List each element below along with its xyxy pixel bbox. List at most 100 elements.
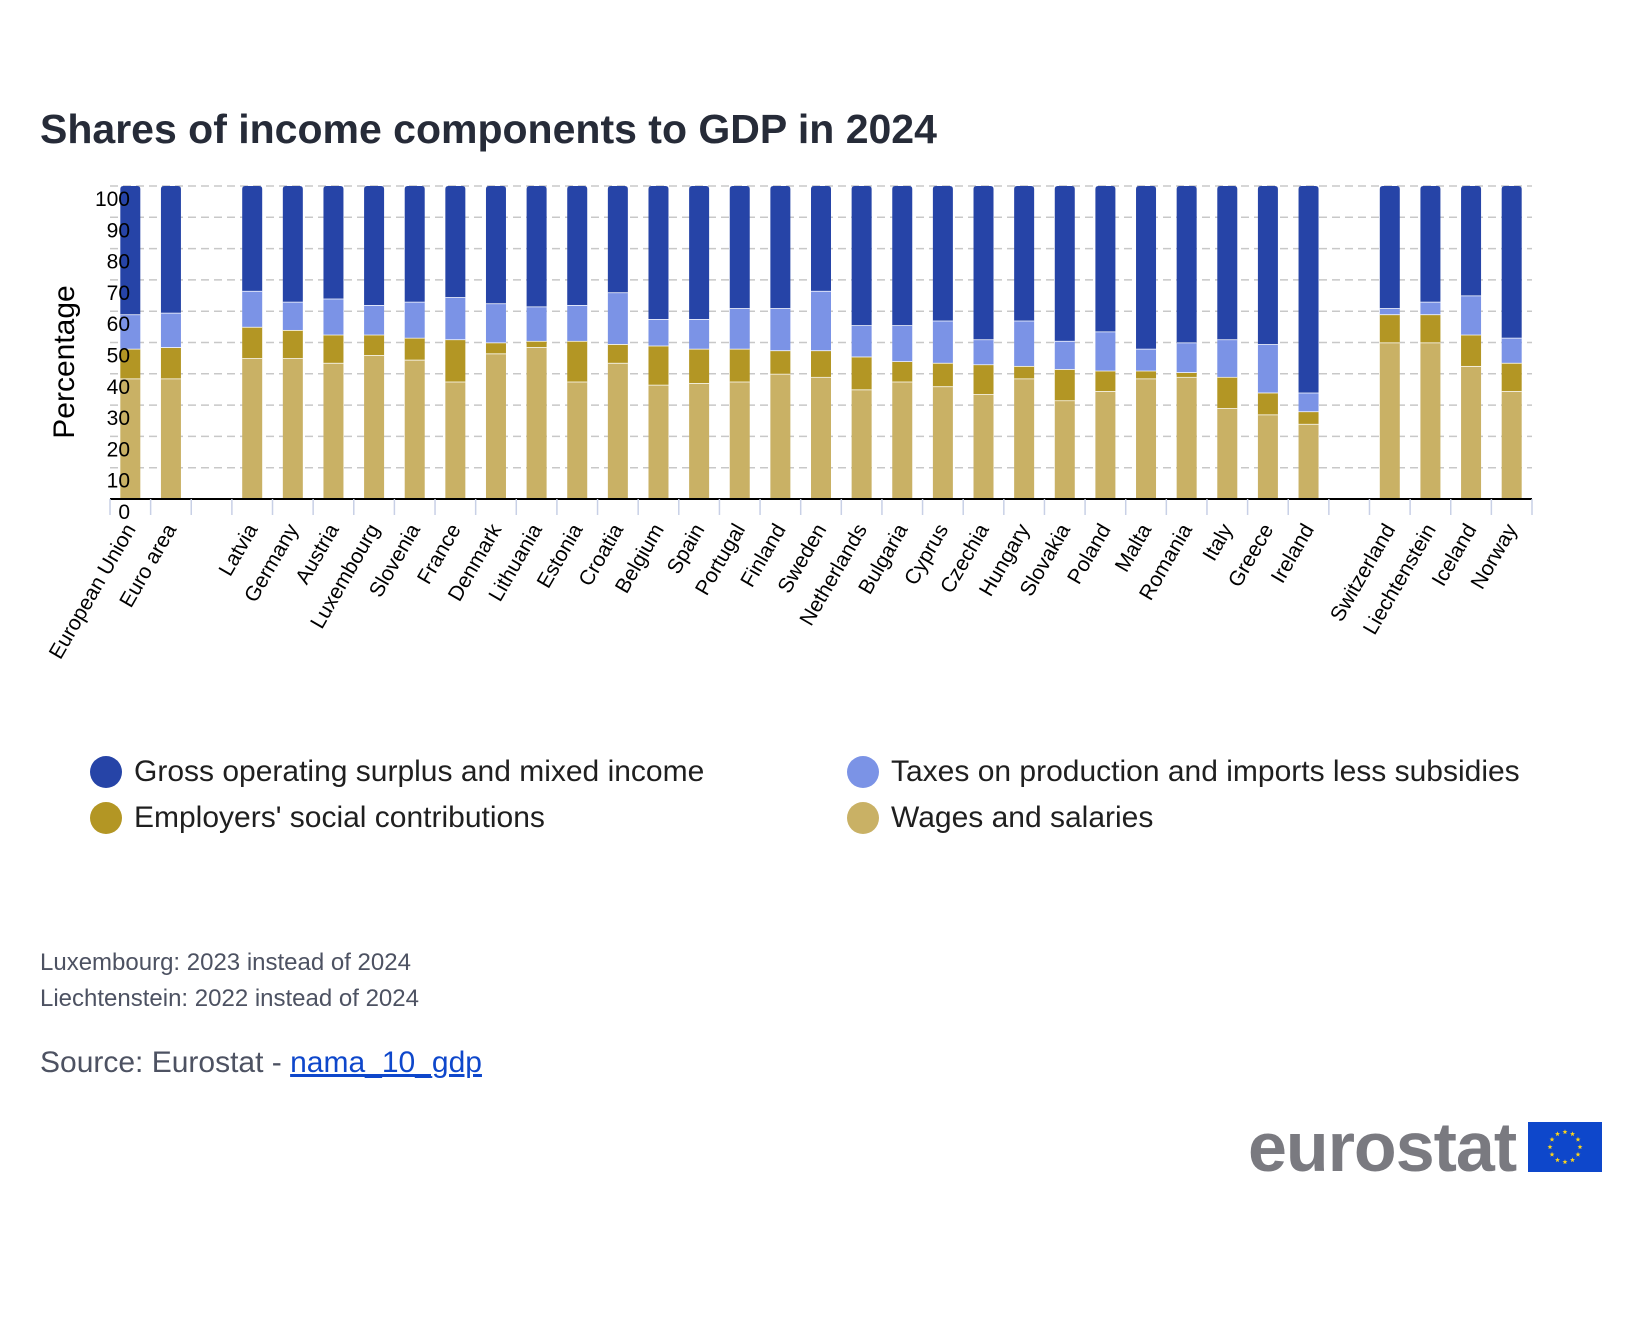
bar-segment bbox=[364, 186, 385, 305]
bar-segment bbox=[1136, 186, 1157, 349]
bar-stack bbox=[729, 186, 750, 499]
bar-segment bbox=[811, 290, 831, 351]
legend: Gross operating surplus and mixed income… bbox=[90, 755, 1590, 855]
bar-segment bbox=[567, 340, 588, 382]
bar-segment bbox=[648, 345, 669, 385]
bar-segment bbox=[648, 319, 669, 346]
bar-segment bbox=[485, 303, 506, 343]
bar-segment bbox=[323, 362, 344, 499]
flag-star bbox=[1549, 1136, 1555, 1142]
bar-segment bbox=[526, 347, 547, 499]
flag-star bbox=[1547, 1144, 1553, 1150]
legend-label: Employers' social contributions bbox=[134, 801, 545, 834]
bar-stack bbox=[526, 186, 547, 499]
bar-segment bbox=[1136, 378, 1157, 499]
bar-segment bbox=[282, 329, 303, 359]
bar-segment bbox=[973, 394, 994, 499]
bar-segment bbox=[242, 186, 263, 291]
bar-stack bbox=[1501, 186, 1522, 499]
bar-segment bbox=[1054, 369, 1075, 401]
bar-segment bbox=[973, 339, 994, 365]
bar-segment bbox=[932, 320, 953, 363]
flag-star bbox=[1562, 1159, 1568, 1165]
y-tick-label: 100 bbox=[95, 188, 130, 211]
bar-segment bbox=[242, 326, 263, 359]
flag-star bbox=[1555, 1131, 1561, 1137]
bar-stack bbox=[567, 186, 588, 499]
bar-stack bbox=[445, 186, 466, 499]
bar-stack bbox=[607, 186, 628, 499]
bar-segment bbox=[1217, 339, 1238, 377]
bar-segment bbox=[1379, 342, 1400, 499]
source-dataset-link[interactable]: nama_10_gdp bbox=[290, 1046, 482, 1079]
bar-segment bbox=[1501, 337, 1522, 363]
bar-segment bbox=[770, 350, 791, 374]
bar-segment bbox=[729, 186, 750, 309]
bar-segment bbox=[1501, 186, 1522, 338]
bar-stack bbox=[1217, 186, 1238, 499]
bar-segment bbox=[892, 186, 913, 326]
bar-segment bbox=[1176, 186, 1197, 343]
bar-segment bbox=[1136, 370, 1157, 379]
bar-segment bbox=[892, 381, 913, 499]
source-prefix: Source: Eurostat - bbox=[40, 1046, 291, 1079]
bar-segment bbox=[1298, 423, 1319, 499]
flag-star bbox=[1555, 1157, 1561, 1163]
bar-segment bbox=[1095, 186, 1116, 332]
bar-segment bbox=[689, 319, 710, 349]
bar-segment bbox=[485, 186, 506, 304]
bar-segment bbox=[364, 334, 385, 356]
bar-stack bbox=[1176, 186, 1197, 499]
bar-segment bbox=[567, 186, 588, 305]
bar-segment bbox=[648, 384, 669, 499]
stacked-bar-chart: 0 10 20 30 40 50 60 70 80 90 100 European UnionEur… bbox=[45, 185, 1533, 663]
bar-segment bbox=[1014, 365, 1035, 379]
bar-segment bbox=[1461, 365, 1482, 499]
bar-segment bbox=[811, 186, 831, 291]
y-tick-label: 10 bbox=[107, 470, 130, 493]
bar-segment bbox=[607, 292, 628, 345]
bar-segment bbox=[851, 186, 872, 326]
bar-segment bbox=[526, 186, 547, 307]
bar-segment bbox=[1136, 348, 1157, 371]
bar-segment bbox=[1461, 295, 1482, 335]
bar-segment bbox=[1420, 301, 1441, 315]
bar-segment bbox=[282, 301, 303, 330]
bar-segment bbox=[1420, 314, 1441, 343]
legend-item-employers-social-contributions[interactable]: Employers' social contributions bbox=[90, 801, 545, 835]
bar-stack bbox=[851, 186, 872, 499]
bar-segment bbox=[1176, 376, 1197, 499]
bar-segment bbox=[1054, 186, 1075, 341]
bar-segment bbox=[120, 348, 141, 379]
bar-segment bbox=[770, 308, 791, 351]
bar-segment bbox=[1217, 376, 1238, 409]
y-tick-label: 20 bbox=[107, 438, 130, 461]
bar-segment bbox=[445, 381, 466, 499]
bar-segment bbox=[1461, 186, 1482, 296]
bar-segment bbox=[1501, 362, 1522, 392]
bar-segment bbox=[1095, 331, 1116, 371]
bar-segment bbox=[1379, 308, 1400, 315]
y-axis: 0 10 20 30 40 50 60 70 80 90 100 bbox=[95, 188, 130, 524]
legend-swatch-employers-social-contributions bbox=[90, 802, 122, 834]
bar-segment bbox=[567, 381, 588, 499]
bar-segment bbox=[445, 186, 466, 298]
legend-item-taxes-on-production[interactable]: Taxes on production and imports less sub… bbox=[847, 755, 1520, 789]
bar-segment bbox=[120, 314, 141, 349]
bar-segment bbox=[282, 358, 303, 499]
legend-item-gross-operating-surplus[interactable]: Gross operating surplus and mixed income bbox=[90, 755, 704, 789]
bar-segment bbox=[1054, 340, 1075, 370]
bar-stack bbox=[1420, 186, 1441, 499]
bar-segment bbox=[242, 358, 263, 499]
bar-segment bbox=[729, 381, 750, 499]
legend-item-wages-and-salaries[interactable]: Wages and salaries bbox=[847, 801, 1153, 835]
bar-stack bbox=[160, 186, 181, 499]
flag-star bbox=[1549, 1151, 1555, 1157]
bar-segment bbox=[770, 373, 791, 499]
bar-segment bbox=[729, 348, 750, 382]
legend-label: Wages and salaries bbox=[891, 801, 1154, 834]
bar-segment bbox=[811, 350, 831, 377]
bar-segment bbox=[1257, 344, 1278, 393]
bar-segment bbox=[404, 359, 425, 499]
bar-stack bbox=[1257, 186, 1278, 499]
